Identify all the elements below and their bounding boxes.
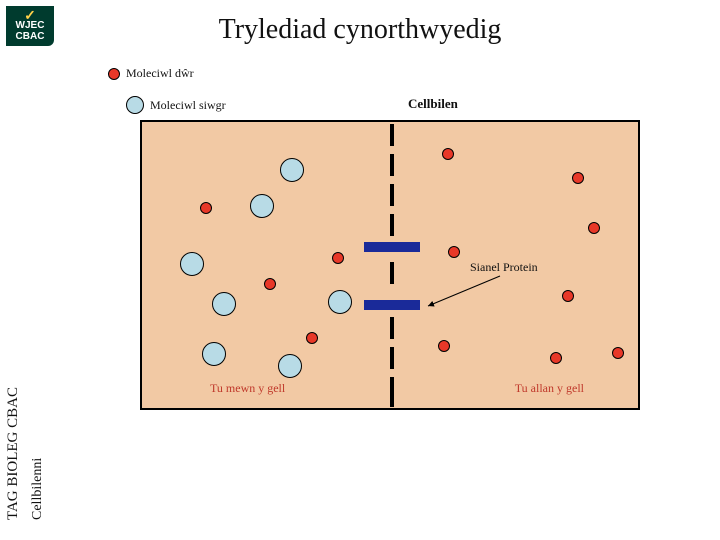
membrane-segment — [390, 214, 394, 236]
inside-cell-label: Tu mewn y gell — [210, 381, 285, 396]
side-course-label: TAG BIOLEG CBAC — [5, 387, 22, 520]
legend-water-label: Moleciwl dŵr — [126, 66, 194, 81]
protein-arrow-icon — [422, 272, 512, 312]
side-topic-label: Cellbilenni — [30, 458, 46, 520]
membrane-segment — [390, 184, 394, 206]
sugar-molecule — [202, 342, 226, 366]
sugar-molecule — [212, 292, 236, 316]
membrane-segment — [390, 124, 394, 146]
water-molecule — [612, 347, 624, 359]
membrane-segment — [390, 317, 394, 339]
water-molecule — [332, 252, 344, 264]
water-molecule — [306, 332, 318, 344]
water-molecule — [200, 202, 212, 214]
membrane-segment — [390, 347, 394, 369]
legend-sugar: Moleciwl siwgr — [126, 96, 226, 114]
sugar-molecule — [250, 194, 274, 218]
membrane-segment — [390, 262, 394, 284]
water-molecule-icon — [108, 68, 120, 80]
outside-cell-label: Tu allan y gell — [515, 381, 584, 396]
sugar-molecule — [278, 354, 302, 378]
membrane-segment — [390, 377, 394, 407]
water-molecule — [550, 352, 562, 364]
water-molecule — [264, 278, 276, 290]
water-molecule — [562, 290, 574, 302]
protein-channel — [364, 300, 420, 310]
protein-channel — [364, 242, 420, 252]
water-molecule — [438, 340, 450, 352]
sugar-molecule — [328, 290, 352, 314]
legend-sugar-label: Moleciwl siwgr — [150, 98, 226, 113]
page-title: Trylediad cynorthwyedig — [0, 14, 720, 46]
water-molecule — [572, 172, 584, 184]
cell-diagram: Sianel Protein Tu mewn y gell Tu allan y… — [140, 120, 640, 410]
sugar-molecule — [180, 252, 204, 276]
sugar-molecule-icon — [126, 96, 144, 114]
membrane-label: Cellbilen — [408, 96, 458, 112]
membrane-segment — [390, 154, 394, 176]
water-molecule — [448, 246, 460, 258]
water-molecule — [588, 222, 600, 234]
legend-water: Moleciwl dŵr — [108, 66, 194, 81]
water-molecule — [442, 148, 454, 160]
sugar-molecule — [280, 158, 304, 182]
